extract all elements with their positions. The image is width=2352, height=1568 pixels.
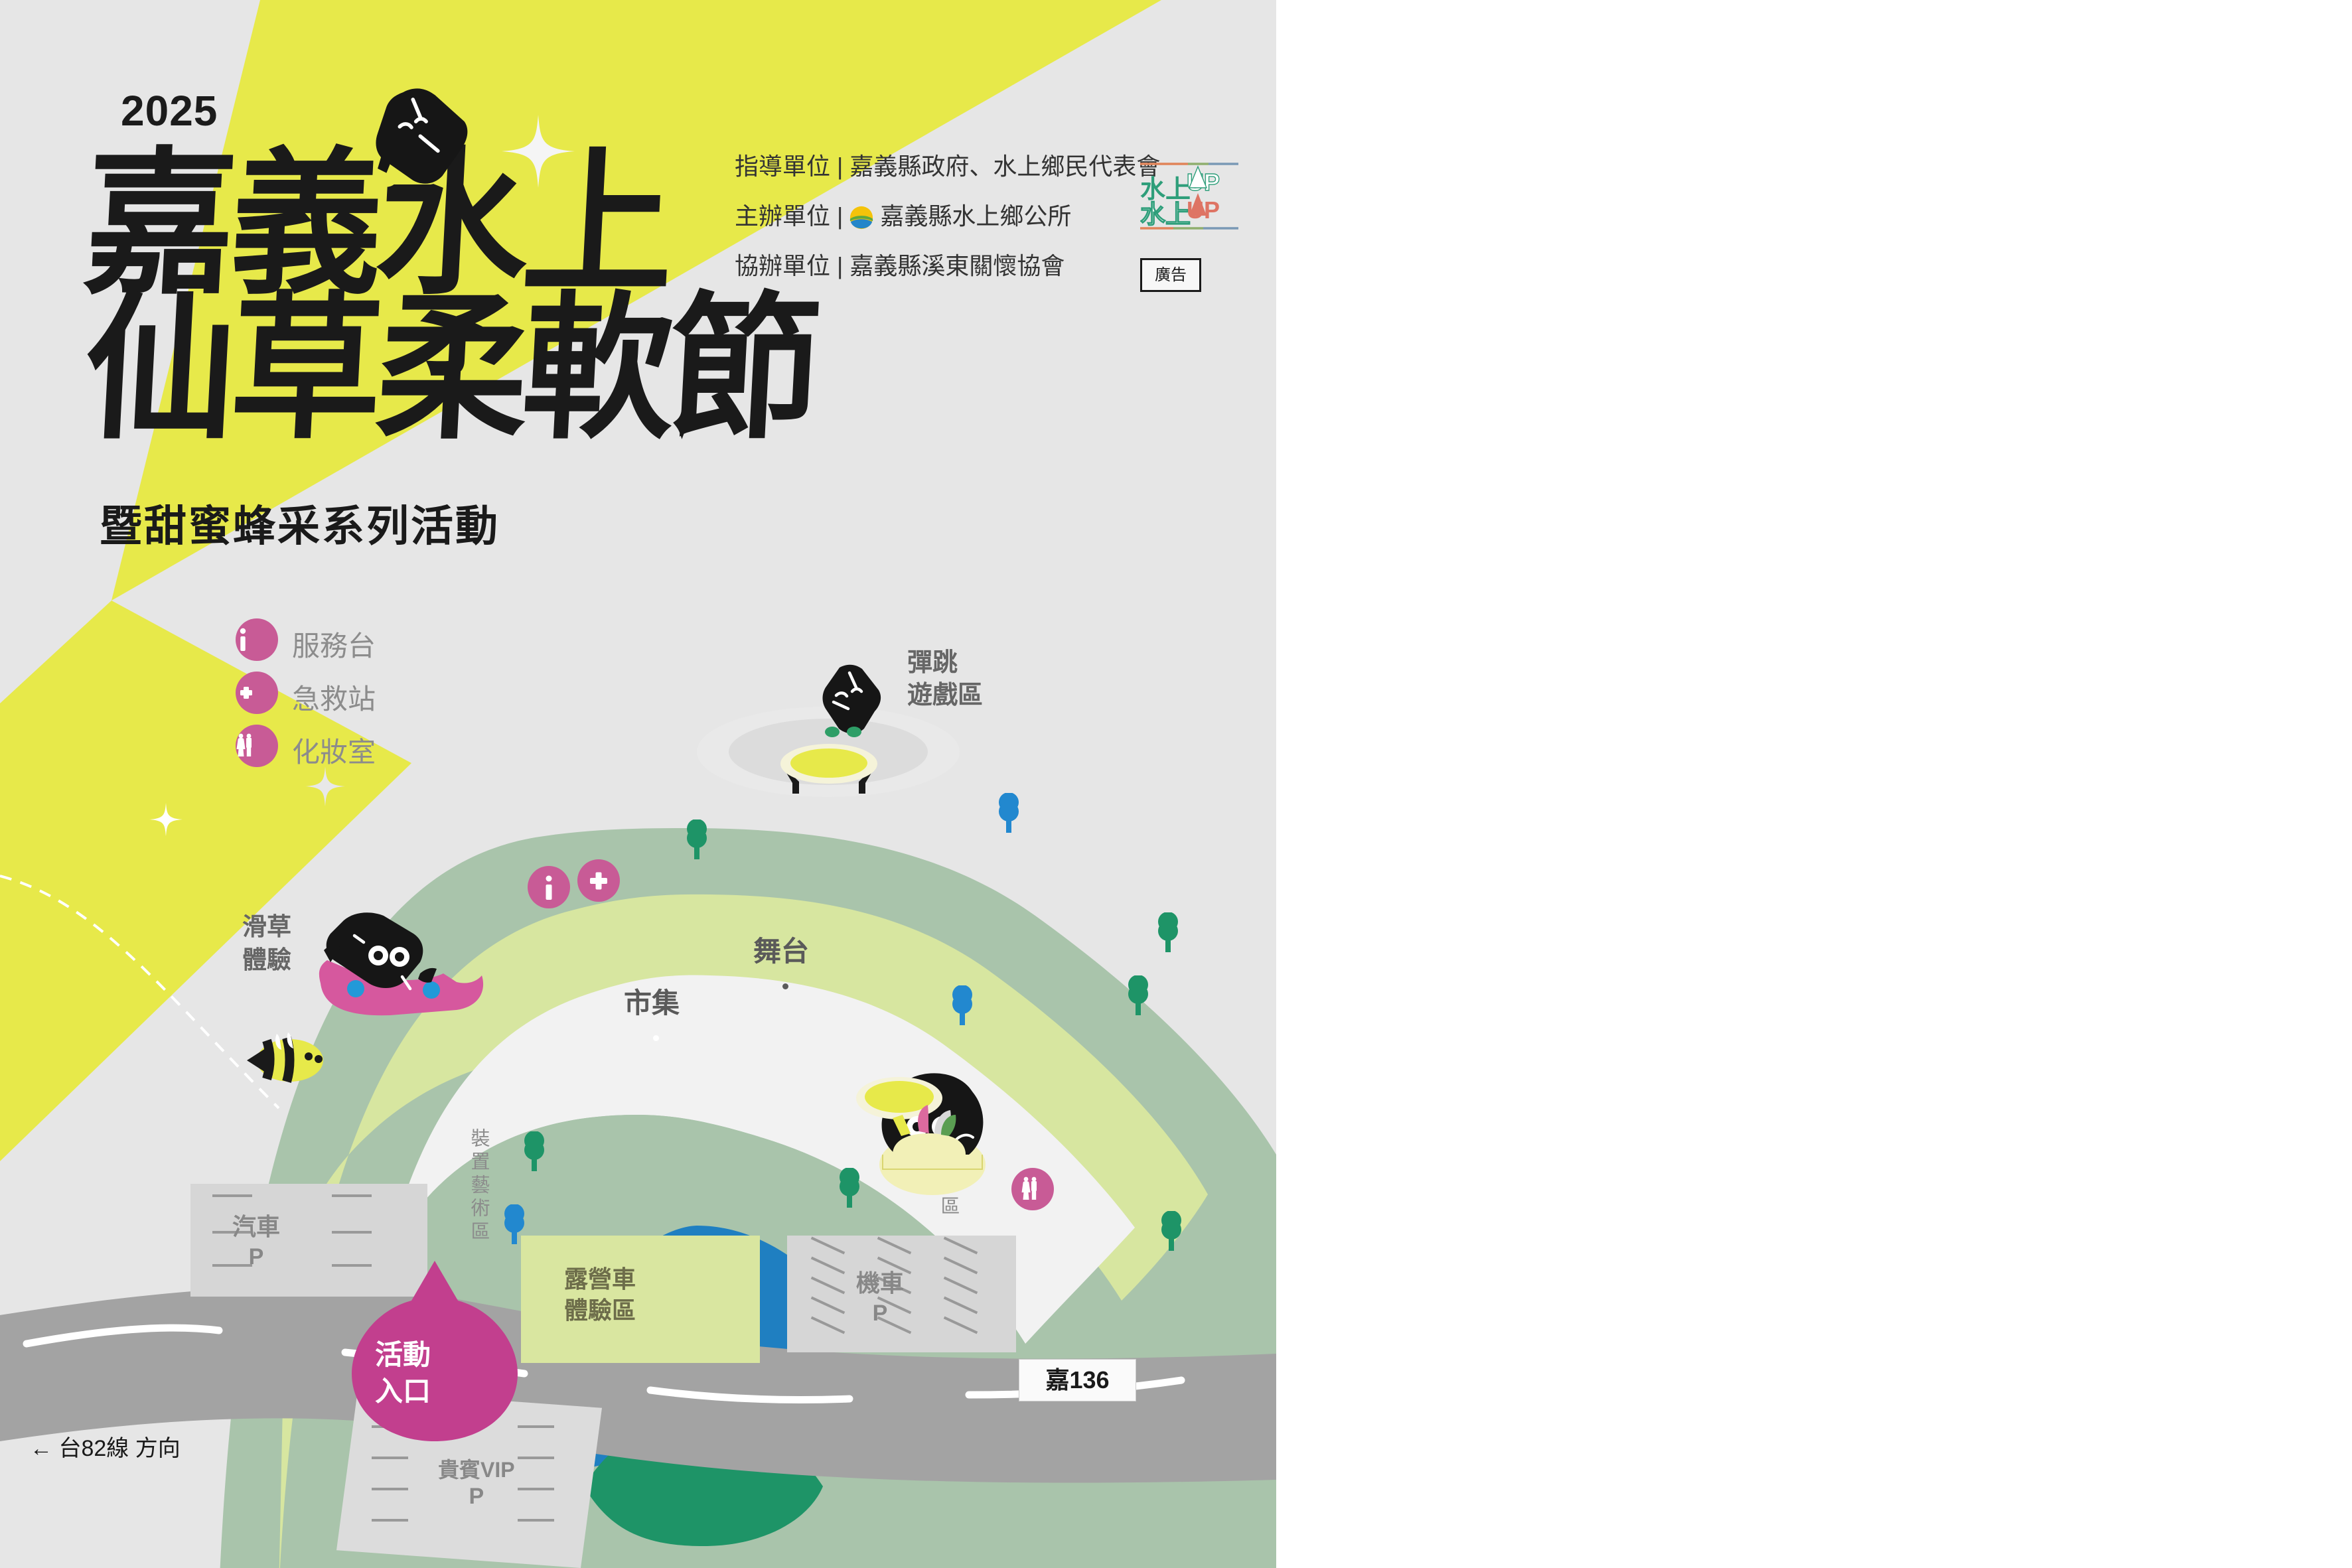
svg-text:水上: 水上 — [1140, 201, 1191, 229]
svg-text:水上: 水上 — [1140, 176, 1191, 204]
